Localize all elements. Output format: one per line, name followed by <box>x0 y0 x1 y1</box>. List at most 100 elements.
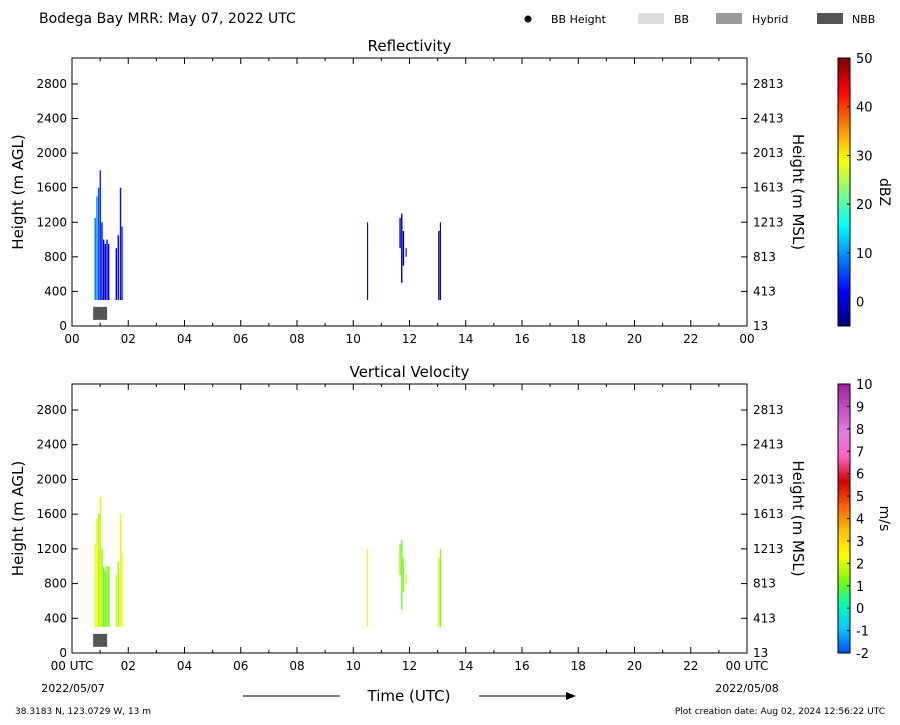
reflectivity-y-tick-label: 800 <box>44 250 67 264</box>
reflectivity-y-axis-label: Height (m AGL) <box>9 134 27 249</box>
velocity-x-tick-label: 22 <box>683 659 698 673</box>
reflectivity-x-tick-label: 08 <box>289 332 304 346</box>
reflectivity-data-column <box>104 243 107 301</box>
reflectivity-data-column <box>119 187 122 301</box>
reflectivity-data-column <box>106 239 108 301</box>
reflectivity-y-tick-label: 400 <box>44 284 67 298</box>
reflectivity-colorbar-tick-label: 40 <box>856 101 873 116</box>
velocity-data-column <box>108 566 110 627</box>
reflectivity-y-tick-label: 2000 <box>36 146 67 160</box>
velocity-y-tick-label: 1600 <box>36 507 67 521</box>
reflectivity-data-column <box>401 213 403 283</box>
reflectivity-x-tick-label: 14 <box>458 332 473 346</box>
reflectivity-y-tick-label: 1600 <box>36 181 67 195</box>
velocity-colorbar-tick-label: -1 <box>856 625 869 640</box>
reflectivity-x-tick-label: 22 <box>683 332 698 346</box>
reflectivity-data-column <box>121 226 123 301</box>
velocity-data-column <box>117 561 119 627</box>
velocity-y2-tick-label: 2013 <box>753 472 784 486</box>
reflectivity-data-column <box>439 222 441 301</box>
velocity-y2-tick-label: 2413 <box>753 438 784 452</box>
velocity-x-tick-label: 04 <box>177 659 192 673</box>
reflectivity-data-column <box>438 230 440 301</box>
reflectivity-y2-tick-label: 1213 <box>753 215 784 229</box>
legend-label: NBB <box>852 13 875 26</box>
reflectivity-nbb-marker <box>93 306 108 320</box>
reflectivity-data-column <box>115 248 117 301</box>
velocity-y2-tick-label: 13 <box>753 646 768 660</box>
velocity-data-column <box>401 540 403 610</box>
legend-bb-swatch <box>638 13 664 24</box>
reflectivity-data-column <box>96 196 98 301</box>
velocity-x-tick-label: 14 <box>458 659 473 673</box>
velocity-colorbar-tick-label: 5 <box>856 490 864 505</box>
velocity-colorbar-label: m/s <box>876 506 892 532</box>
reflectivity-x-tick-label: 06 <box>233 332 248 346</box>
velocity-data-column <box>101 548 103 627</box>
velocity-y2-tick-label: 413 <box>753 611 776 625</box>
velocity-data-column <box>367 548 369 627</box>
location-text: 38.3183 N, 123.0729 W, 13 m <box>15 707 151 717</box>
legend-label: BB Height <box>551 13 607 26</box>
velocity-x-tick-label: 00 UTC <box>726 659 769 673</box>
reflectivity-x-tick-label: 18 <box>571 332 586 346</box>
velocity-data-column <box>399 544 401 575</box>
velocity-data-column <box>104 570 107 627</box>
velocity-colorbar-tick-label: 1 <box>856 580 864 595</box>
reflectivity-y-tick-label: 2800 <box>36 77 67 91</box>
velocity-colorbar-tick-label: 6 <box>856 468 864 483</box>
velocity-x-tick-label: 16 <box>514 659 529 673</box>
velocity-x-tick-label: 12 <box>402 659 417 673</box>
velocity-x-tick-label: 00 UTC <box>51 659 94 673</box>
velocity-data-column <box>94 544 96 627</box>
reflectivity-data-column <box>367 222 369 301</box>
reflectivity-y2-tick-label: 813 <box>753 250 776 264</box>
reflectivity-colorbar-tick-label: 0 <box>856 296 864 311</box>
velocity-y-axis-label: Height (m AGL) <box>9 461 27 576</box>
velocity-data-column <box>97 514 100 627</box>
velocity-data-column <box>102 566 105 627</box>
velocity-x-tick-label: 02 <box>121 659 136 673</box>
reflectivity-y2-tick-label: 13 <box>753 319 768 333</box>
velocity-y2-tick-label: 1213 <box>753 542 784 556</box>
velocity-x-tick-label: 08 <box>289 659 304 673</box>
reflectivity-x-tick-label: 16 <box>514 332 529 346</box>
velocity-colorbar-tick-label: 4 <box>856 513 864 528</box>
reflectivity-data-column <box>399 217 401 249</box>
reflectivity-colorbar-label: dBZ <box>876 178 892 206</box>
velocity-title: Vertical Velocity <box>350 363 470 381</box>
velocity-data-column <box>121 553 123 627</box>
reflectivity-title: Reflectivity <box>368 37 452 55</box>
legend-label: BB <box>674 13 689 26</box>
velocity-y-tick-label: 2400 <box>36 438 67 452</box>
reflectivity-data-column <box>117 235 119 301</box>
reflectivity-colorbar <box>837 57 851 327</box>
velocity-x-tick-label: 18 <box>571 659 586 673</box>
reflectivity-x-tick-label: 00 <box>739 332 754 346</box>
velocity-data-column <box>96 518 98 627</box>
reflectivity-colorbar-tick-label: 50 <box>856 52 873 67</box>
header-legend: BB Height BB Hybrid NBB <box>524 13 875 26</box>
reflectivity-y2-tick-label: 2013 <box>753 146 784 160</box>
velocity-x-tick-label: 20 <box>627 659 642 673</box>
velocity-y-tick-label: 0 <box>59 646 67 660</box>
legend-nbb-swatch <box>817 13 843 24</box>
reflectivity-x-tick-label: 02 <box>121 332 136 346</box>
velocity-nbb-marker <box>93 633 108 647</box>
velocity-y-tick-label: 400 <box>44 611 67 625</box>
velocity-y2-axis-label: Height (m MSL) <box>789 460 807 576</box>
creation-date-text: Plot creation date: Aug 02, 2024 12:56:2… <box>675 707 885 717</box>
reflectivity-x-tick-label: 10 <box>346 332 361 346</box>
x-axis-label: Time (UTC) <box>367 687 451 705</box>
reflectivity-colorbar-tick-label: 10 <box>856 247 873 262</box>
velocity-y-tick-label: 2000 <box>36 472 67 486</box>
velocity-y2-tick-label: 813 <box>753 577 776 591</box>
reflectivity-colorbar-tick-label: 30 <box>856 149 873 164</box>
velocity-colorbar-tick-label: 9 <box>856 400 864 415</box>
velocity-data-column <box>99 496 101 627</box>
velocity-y-tick-label: 800 <box>44 577 67 591</box>
end-date: 2022/05/08 <box>715 682 778 695</box>
